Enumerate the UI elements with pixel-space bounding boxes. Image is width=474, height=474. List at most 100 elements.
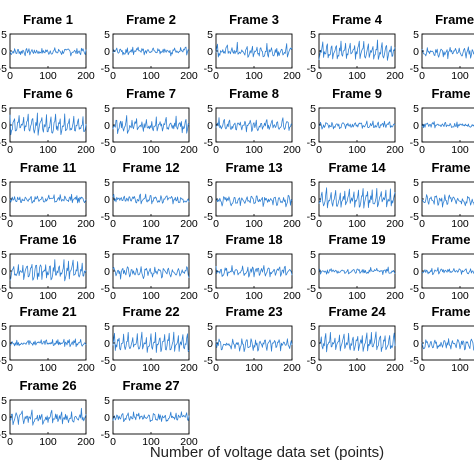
voltage-series-line xyxy=(421,194,474,208)
y-tick-label: 0 xyxy=(310,266,316,278)
voltage-series-line xyxy=(215,338,293,352)
y-tick-label: 0 xyxy=(413,266,419,278)
x-tick-label: 100 xyxy=(245,144,263,156)
voltage-series-line xyxy=(9,407,87,426)
x-tick-label: 0 xyxy=(419,70,425,82)
y-tick-label: 5 xyxy=(104,29,110,41)
x-tick-label: 0 xyxy=(419,362,425,374)
frame-title: Frame 19 xyxy=(328,232,385,247)
x-tick-label: 100 xyxy=(348,218,366,230)
y-tick-label: 0 xyxy=(104,194,110,206)
y-tick-label: -5 xyxy=(307,283,316,295)
y-tick-label: -5 xyxy=(101,429,110,441)
y-tick-label: 5 xyxy=(310,29,316,41)
frame-title: Frame 6 xyxy=(23,86,73,101)
y-tick-label: 5 xyxy=(207,177,213,189)
voltage-series-line xyxy=(215,117,293,133)
y-tick-label: 0 xyxy=(207,338,213,350)
x-tick-label: 100 xyxy=(142,362,160,374)
x-tick-label: 100 xyxy=(39,290,57,302)
x-tick-label: 0 xyxy=(110,362,116,374)
x-tick-label: 200 xyxy=(386,290,404,302)
x-tick-label: 100 xyxy=(245,70,263,82)
voltage-series-line xyxy=(9,112,87,136)
y-tick-label: 0 xyxy=(104,412,110,424)
y-tick-label: 5 xyxy=(1,321,7,333)
y-tick-label: 0 xyxy=(104,338,110,350)
x-tick-label: 100 xyxy=(451,362,469,374)
x-tick-label: 0 xyxy=(213,218,219,230)
frame-title: Frame 20 xyxy=(431,232,474,247)
y-tick-label: 0 xyxy=(413,120,419,132)
voltage-series-line xyxy=(112,411,190,422)
frame-title: Frame 11 xyxy=(20,160,76,175)
y-tick-label: 0 xyxy=(1,338,7,350)
y-tick-label: 0 xyxy=(413,338,419,350)
x-tick-label: 100 xyxy=(348,290,366,302)
x-tick-label: 200 xyxy=(77,362,95,374)
voltage-series-line xyxy=(421,267,474,275)
x-tick-label: 0 xyxy=(110,436,116,448)
y-tick-label: 5 xyxy=(413,249,419,261)
x-tick-label: 100 xyxy=(245,218,263,230)
frame-title: Frame 22 xyxy=(122,304,179,319)
x-tick-label: 0 xyxy=(419,218,425,230)
x-tick-label: 200 xyxy=(386,218,404,230)
voltage-series-line xyxy=(112,266,190,280)
y-tick-label: 5 xyxy=(1,103,7,115)
y-tick-label: -5 xyxy=(204,355,213,367)
x-tick-label: 200 xyxy=(180,218,198,230)
y-tick-label: 0 xyxy=(413,194,419,206)
y-tick-label: -5 xyxy=(410,283,419,295)
voltage-series-line xyxy=(318,187,396,209)
y-tick-label: 5 xyxy=(104,395,110,407)
y-tick-label: 5 xyxy=(1,249,7,261)
y-tick-label: 5 xyxy=(413,103,419,115)
axis-box xyxy=(215,253,293,289)
x-tick-label: 200 xyxy=(283,70,301,82)
x-tick-label: 200 xyxy=(283,218,301,230)
y-tick-label: 0 xyxy=(413,46,419,58)
y-tick-label: -5 xyxy=(204,63,213,75)
x-tick-label: 0 xyxy=(7,362,13,374)
y-tick-label: 5 xyxy=(207,321,213,333)
x-tick-label: 0 xyxy=(7,70,13,82)
x-tick-label: 200 xyxy=(283,290,301,302)
x-tick-label: 200 xyxy=(77,70,95,82)
y-tick-label: -5 xyxy=(0,355,7,367)
y-tick-label: 5 xyxy=(207,249,213,261)
y-tick-label: -5 xyxy=(204,211,213,223)
axis-box xyxy=(421,33,474,69)
x-tick-label: 0 xyxy=(110,144,116,156)
x-tick-label: 0 xyxy=(213,70,219,82)
frame-title: Frame 25 xyxy=(431,304,474,319)
y-tick-label: 0 xyxy=(310,194,316,206)
x-tick-label: 100 xyxy=(451,144,469,156)
frame-title: Frame 21 xyxy=(19,304,76,319)
axis-box xyxy=(9,253,87,289)
x-tick-label: 100 xyxy=(39,436,57,448)
y-tick-label: -5 xyxy=(307,137,316,149)
frame-title: Frame 23 xyxy=(225,304,282,319)
y-tick-label: 0 xyxy=(207,194,213,206)
x-tick-label: 200 xyxy=(386,144,404,156)
voltage-series-line xyxy=(215,265,293,278)
y-tick-label: 0 xyxy=(1,266,7,278)
y-tick-label: -5 xyxy=(0,283,7,295)
y-tick-label: 5 xyxy=(413,321,419,333)
x-tick-label: 0 xyxy=(213,290,219,302)
voltage-series-line xyxy=(318,39,396,61)
frame-panel: Frame 350-50 100 200 xyxy=(204,12,301,82)
y-tick-label: 5 xyxy=(413,177,419,189)
x-tick-label: 0 xyxy=(110,218,116,230)
